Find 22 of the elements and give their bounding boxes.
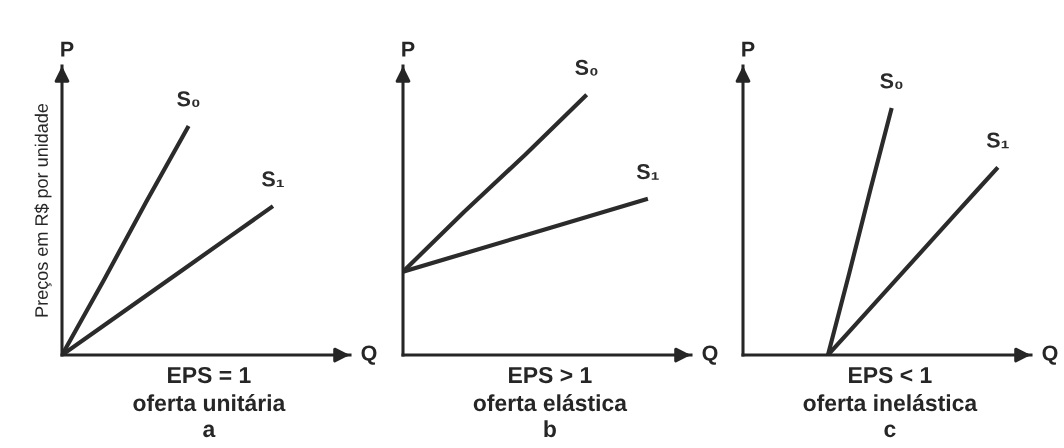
annotation: Preços em R$ por unidade [34, 103, 52, 317]
text: oferta elástica [473, 394, 628, 412]
text: EPS < 1 [849, 366, 932, 384]
x-axis-title: Q [1042, 345, 1058, 365]
text: EPS = 1 [168, 366, 251, 384]
series-label: S₀ [177, 91, 200, 108]
text: b [544, 420, 556, 438]
series-label: S₁ [261, 171, 284, 188]
y-axis-title: P [402, 41, 415, 57]
text: oferta inelástica [803, 394, 978, 412]
text: oferta unitária [133, 394, 286, 412]
x-axis-title: Q [702, 345, 718, 365]
y-axis-title: P [61, 41, 74, 57]
series-label: S₀ [575, 59, 598, 76]
series-label: S₁ [636, 164, 659, 180]
text: EPS > 1 [509, 366, 592, 384]
y-axis-title: P [742, 41, 755, 57]
series-label: S₁ [986, 132, 1009, 149]
x-axis-title: Q [361, 345, 377, 365]
text: c [884, 424, 896, 438]
series-label: S₀ [880, 73, 903, 90]
text: a [203, 424, 216, 438]
